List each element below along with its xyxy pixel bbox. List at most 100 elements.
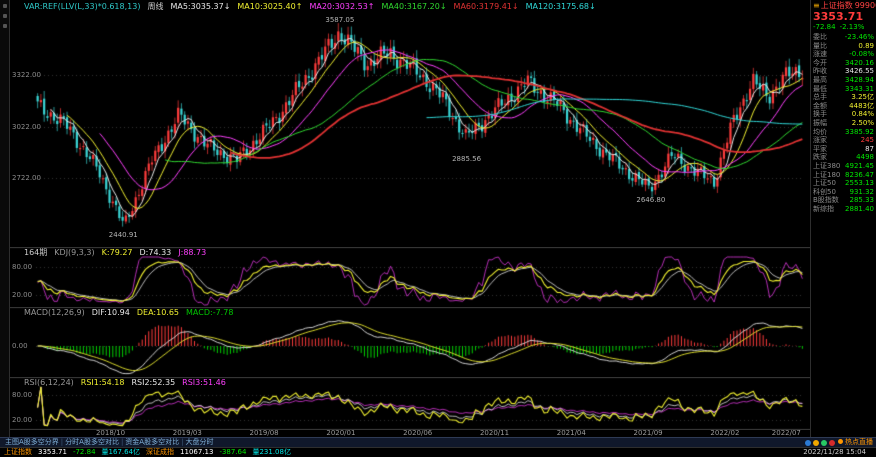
price-annotation: 2885.56	[452, 155, 482, 164]
chart-area: VAR:REF(LLV(L,33)*0.618,13) 周线 MA5:3035.37…	[10, 0, 810, 437]
legend-segment: MA10:3025.40↑	[237, 2, 303, 11]
last-price: 3353.71	[813, 10, 864, 23]
toolbar-tab[interactable]: 主图A股多空分界	[5, 438, 59, 446]
status-item: 3353.71	[38, 448, 67, 456]
status-clock: 2022/11/28 15:04	[803, 448, 866, 456]
index-row[interactable]: 科创50 931.32	[813, 188, 874, 197]
live-dot-icon	[838, 439, 843, 444]
quote-row: 量比 0.89	[813, 42, 874, 51]
index-row[interactable]: 上证180 8236.47	[813, 171, 874, 180]
rsi-indicator-chart[interactable]	[10, 377, 810, 430]
quote-row-value: 0.89	[858, 41, 874, 50]
rail-marker-icon[interactable]	[2, 24, 7, 28]
toolbar-app-icon[interactable]	[829, 439, 835, 446]
toolbar-tab[interactable]: 资金A股多空对比	[125, 438, 180, 446]
quote-row-value: 3343.31	[845, 84, 874, 93]
quote-row-value: 3428.94	[845, 75, 874, 84]
index-name-label: 新综指	[813, 204, 834, 213]
price-annotation: 2646.80	[636, 196, 666, 205]
indicator-axis-label: 0.00	[12, 341, 28, 350]
index-row[interactable]: B股指数 285.33	[813, 196, 874, 205]
menu-icon: ≡	[813, 1, 820, 10]
main-candlestick-chart[interactable]	[10, 0, 810, 247]
quote-row-label: 最高	[813, 75, 827, 84]
index-value: 2881.40	[845, 204, 874, 213]
quote-row-label: 换手	[813, 110, 827, 119]
toolbar-tab[interactable]: 分时A股多空对比	[65, 438, 119, 446]
status-right: 2022/11/28 15:04	[803, 448, 872, 457]
quote-row: 今开 3420.16	[813, 59, 874, 68]
status-item: 上证指数	[4, 448, 32, 456]
quote-row-value: 4483亿	[849, 101, 874, 110]
quote-row-label: 平家	[813, 144, 827, 153]
indicator-value: J:88.73	[178, 248, 207, 257]
left-rail	[0, 0, 10, 437]
quote-row: 均价 3385.92	[813, 128, 874, 137]
legend-segment: MA5:3035.37↓	[170, 2, 231, 11]
indicator-value: RSI1:54.18	[80, 378, 125, 387]
legend-segment: VAR:REF(LLV(L,33)*0.618,13)	[24, 2, 141, 11]
quote-row-label: 最低	[813, 84, 827, 93]
status-bar: 上证指数 3353.71 -72.84 量167.64亿 深证成指 11067.13 -38…	[0, 447, 876, 457]
indicator-value: MACD:-7.78	[186, 308, 234, 317]
quote-row-label: 委比	[813, 33, 827, 41]
status-item: -72.84	[72, 448, 96, 456]
quote-row: 最高 3428.94	[813, 76, 874, 85]
quote-row: 总手 3.25亿	[813, 93, 874, 102]
quote-row-label: 今开	[813, 58, 827, 67]
legend-segment: MA20:3032.53↑	[309, 2, 375, 11]
quote-row-value: 3426.55	[845, 67, 874, 76]
indicator-value: DEA:10.65	[136, 308, 180, 317]
indicator-value: MACD(12,26,9)	[24, 308, 85, 317]
indicator-axis-label: 20.00	[12, 415, 33, 424]
kdj-indicator-chart[interactable]	[10, 247, 810, 307]
panel3-header[interactable]: RSI(6,12,24) RSI1:54.18 RSI2:52.35 RSI3:51.…	[24, 378, 233, 388]
indicator-axis-label: 20.00	[12, 290, 33, 299]
index-row[interactable]: 新综指 2881.40	[813, 205, 874, 214]
indicator-value: 164期	[24, 248, 48, 257]
quote-rows: 委比 -23.46% 量比 0.89 涨速 -0.08% 今开 3420.16 昨收 3426.5…	[813, 33, 874, 213]
toolbar-app-icon[interactable]	[821, 439, 827, 446]
indicator-value: DIF:10.94	[91, 308, 130, 317]
toolbar-icons	[805, 439, 835, 446]
quote-row-label: 振幅	[813, 118, 827, 127]
quote-row-value: -23.46%	[844, 33, 874, 41]
quote-row-label: 涨家	[813, 136, 827, 145]
index-row[interactable]: 上证50 2553.13	[813, 179, 874, 188]
price-annotation: 3587.05	[325, 15, 355, 24]
toolbar-app-icon[interactable]	[805, 439, 811, 446]
date-label: 2020/01	[326, 429, 356, 437]
index-name-label: 上证380	[813, 161, 841, 170]
indicator-value: RSI(6,12,24)	[24, 378, 74, 387]
panel1-header[interactable]: 164期 KDJ(9,3,3) K:79.27 D:74.33 J:88.73	[24, 248, 213, 258]
quote-row-value: 3420.16	[845, 58, 874, 67]
macd-indicator-chart[interactable]	[10, 307, 810, 377]
quote-row-label: 昨收	[813, 67, 827, 76]
price-axis-label: 2722.00	[12, 173, 41, 182]
index-name-label: B股指数	[813, 196, 839, 205]
chart-legend: VAR:REF(LLV(L,33)*0.618,13) 周线 MA5:3035.37…	[24, 1, 810, 12]
index-row[interactable]: 上证380 4921.45	[813, 162, 874, 171]
date-label: 2022/02	[710, 429, 740, 437]
rail-marker-icon[interactable]	[2, 14, 7, 18]
panel2-header[interactable]: MACD(12,26,9) DIF:10.94 DEA:10.65 MACD:-7.7…	[24, 308, 240, 318]
indicator-value: KDJ(9,3,3)	[54, 248, 95, 257]
quote-row: 委比 -23.46%	[813, 33, 874, 42]
rail-marker-icon[interactable]	[2, 4, 7, 8]
quote-row-value: 3385.92	[845, 127, 874, 136]
quote-row: 金额 4483亿	[813, 102, 874, 111]
index-name: 上证指数	[820, 1, 853, 10]
bottom-toolbar: 主图A股多空分界 | 分时A股多空对比 | 资金A股多空对比 | 大盘分时 热点直播	[0, 437, 876, 447]
toolbar-app-icon[interactable]	[813, 439, 819, 446]
quote-header[interactable]: ≡上证指数999001	[813, 1, 876, 11]
price-change: -72.84	[813, 23, 836, 31]
quote-row: 平家 87	[813, 145, 874, 154]
quote-row: 涨家 245	[813, 136, 874, 145]
price-axis-label: 3322.00	[12, 70, 41, 79]
date-label: 2021/04	[556, 429, 586, 437]
legend-segment: MA60:3179.41↓	[453, 2, 519, 11]
toolbar-right: 热点直播	[805, 438, 873, 447]
live-broadcast-button[interactable]: 热点直播	[838, 438, 873, 447]
toolbar-tab[interactable]: 大盘分时	[185, 438, 214, 446]
